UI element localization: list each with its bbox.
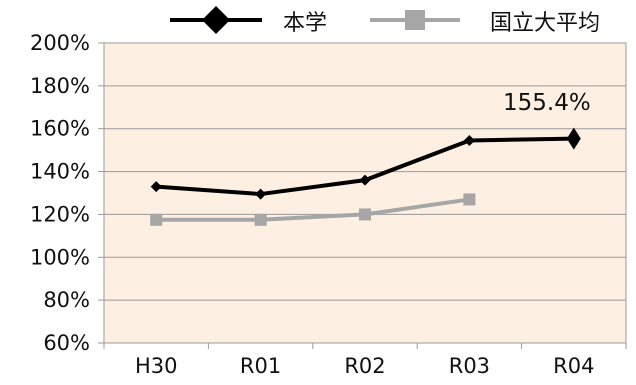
x-tick-label: R03: [449, 354, 490, 378]
legend: 本学 国立大平均: [170, 6, 600, 36]
y-tick-label: 80%: [43, 288, 90, 312]
y-tick-label: 180%: [30, 74, 90, 98]
series-line-2: [156, 197, 470, 222]
x-tick-label: R02: [344, 354, 385, 378]
legend-diamond-marker-icon: [202, 6, 230, 34]
x-tick-label: R04: [553, 354, 594, 378]
y-tick-label: 160%: [30, 117, 90, 141]
legend-label-series-2: 国立大平均: [490, 11, 600, 36]
data-point-diamond: [359, 174, 371, 186]
data-point-diamond: [463, 135, 475, 146]
legend-square-marker-icon: [405, 10, 425, 30]
y-tick-label: 140%: [30, 160, 90, 184]
value-annotation: 155.4%: [503, 90, 591, 116]
legend-label-series-1: 本学: [283, 11, 327, 36]
data-point-square: [150, 213, 163, 226]
data-point-square: [254, 213, 267, 226]
y-tick-label: 60%: [43, 331, 90, 355]
data-point-square: [463, 193, 476, 206]
y-tick-label: 100%: [30, 245, 90, 269]
y-tick-label: 120%: [30, 202, 90, 226]
data-point-square: [359, 208, 371, 221]
x-tick-label: H30: [135, 354, 178, 378]
data-point-diamond: [255, 188, 267, 200]
y-tick-label: 200%: [30, 31, 90, 55]
data-point-diamond: [150, 181, 162, 193]
data-point-diamond: [566, 127, 581, 150]
plot-area: [103, 42, 627, 344]
x-tick-label: R01: [240, 354, 281, 378]
